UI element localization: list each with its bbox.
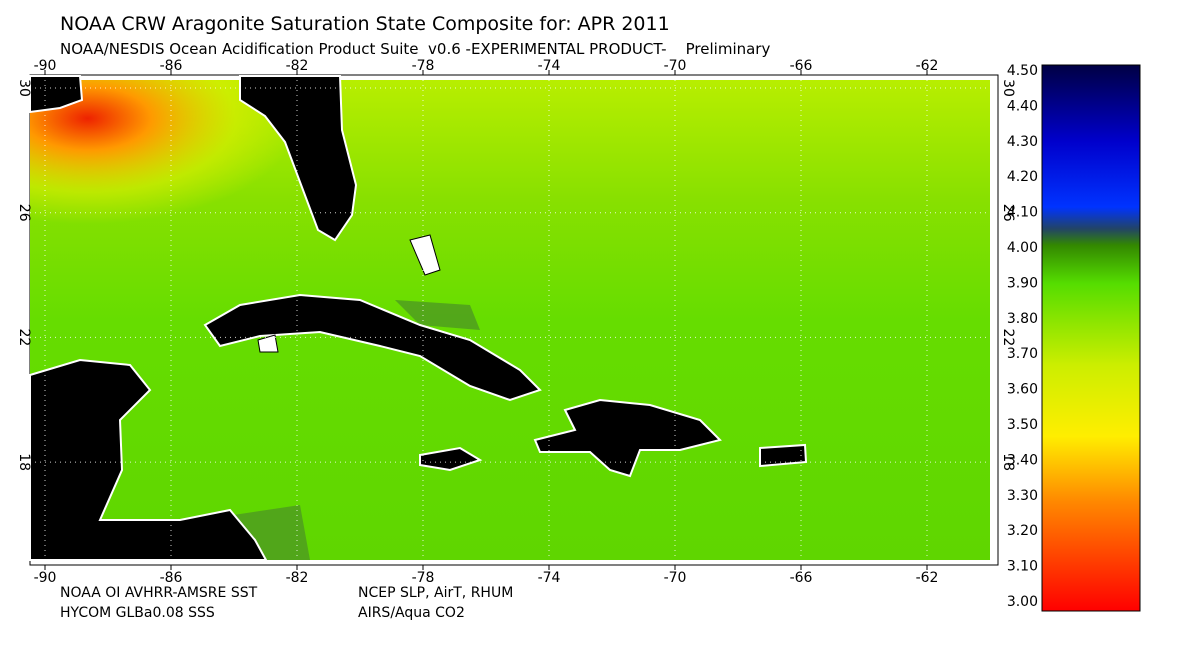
source: NOAA OI AVHRR-AMSRE SST	[60, 585, 258, 601]
graticule	[30, 70, 990, 570]
colorbar-label: 4.30	[1007, 134, 1038, 150]
land-central-america	[29, 358, 268, 561]
island-pines	[257, 334, 279, 353]
lon-label: -90	[34, 570, 57, 586]
colorbar-label: 4.50	[1007, 63, 1038, 79]
land-louisiana	[29, 75, 84, 114]
colorbar-label: 4.20	[1007, 169, 1038, 185]
lon-label: -74	[538, 570, 561, 586]
source: HYCOM GLBa0.08 SSS	[60, 605, 215, 621]
axis-labels: -90 -90 -86 -86 -82 -82 -78 -78 -74 -74 -70 -70 -66 -…	[16, 58, 1016, 586]
ocean-warm	[30, 80, 990, 560]
colorbar-ramp	[1041, 64, 1141, 612]
lon-label: -82	[286, 58, 309, 74]
lon-label: -82	[286, 570, 309, 586]
colorbar-label: 3.40	[1007, 452, 1038, 468]
colorbar-label: 3.10	[1007, 559, 1038, 575]
colorbar-labels: 4.50 4.40 4.30 4.20 4.10 4.00 3.90 3.80 3.70 3.60…	[1007, 63, 1038, 610]
lon-label: -78	[412, 570, 435, 586]
lat-label: 26	[16, 204, 32, 222]
colorbar: 4.50 4.40 4.30 4.20 4.10 4.00 3.90 3.80 3.70 3.60…	[1007, 63, 1141, 612]
lon-label: -90	[34, 58, 57, 74]
colorbar-label: 3.50	[1007, 417, 1038, 433]
land-puerto-rico	[759, 443, 808, 468]
source: AIRS/Aqua CO2	[358, 605, 465, 621]
map: -90 -90 -86 -86 -82 -82 -78 -78 -74 -74 -70 -70 -66 -…	[16, 58, 1016, 586]
lon-label: -62	[916, 570, 939, 586]
lon-label: -78	[412, 58, 435, 74]
lat-label: 26	[1000, 204, 1016, 222]
colorbar-label: 3.00	[1007, 594, 1038, 610]
lat-label: 22	[16, 328, 32, 346]
island-andros	[409, 234, 441, 276]
lat-label: 30	[1000, 79, 1016, 97]
subtitle: NOAA/NESDIS Ocean Acidification Product …	[60, 40, 770, 58]
land-florida	[239, 75, 358, 242]
colorbar-label: 3.60	[1007, 382, 1038, 398]
colorbar-label: 4.10	[1007, 205, 1038, 221]
lat-label: 18	[16, 453, 32, 471]
lon-label: -70	[664, 58, 687, 74]
lon-label: -70	[664, 570, 687, 586]
colorbar-label: 3.30	[1007, 488, 1038, 504]
lat-label: 18	[1000, 453, 1016, 471]
colorbar-label: 3.90	[1007, 275, 1038, 291]
colorbar-label: 3.20	[1007, 523, 1038, 539]
land-hispaniola	[533, 398, 722, 478]
colorbar-label: 4.40	[1007, 98, 1038, 114]
lon-label: -86	[160, 570, 183, 586]
lon-label: -62	[916, 58, 939, 74]
colorbar-label: 4.00	[1007, 240, 1038, 256]
lat-label: 30	[16, 79, 32, 97]
ocean-patch	[395, 300, 480, 330]
land-cuba	[203, 293, 542, 402]
source: NCEP SLP, AirT, RHUM	[358, 585, 513, 601]
land-jamaica	[419, 446, 483, 472]
title: NOAA CRW Aragonite Saturation State Comp…	[60, 13, 670, 35]
lon-label: -74	[538, 58, 561, 74]
lon-label: -66	[790, 58, 813, 74]
lat-label: 22	[1000, 328, 1016, 346]
lon-label: -86	[160, 58, 183, 74]
lon-label: -66	[790, 570, 813, 586]
colorbar-label: 3.80	[1007, 311, 1038, 327]
land	[29, 75, 808, 561]
colorbar-label: 3.70	[1007, 346, 1038, 362]
